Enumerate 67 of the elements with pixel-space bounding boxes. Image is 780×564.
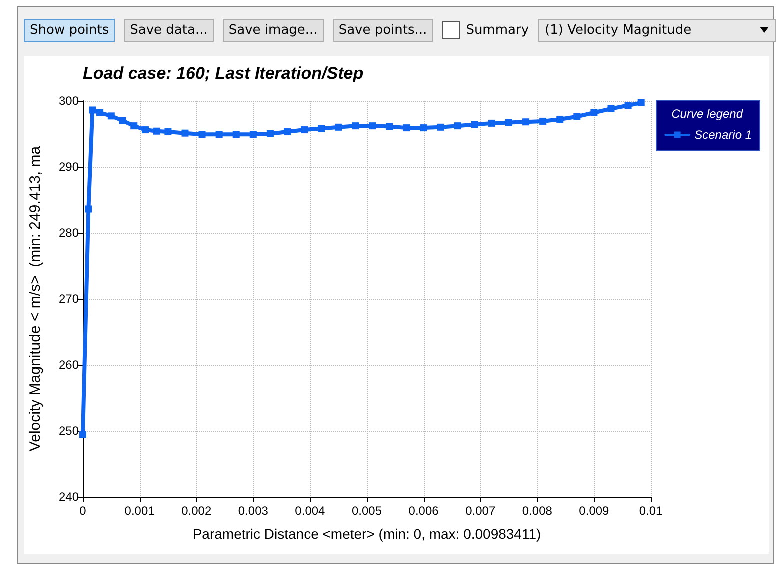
point bbox=[335, 124, 342, 131]
y-tick-label: 280 bbox=[58, 226, 80, 240]
point bbox=[420, 124, 428, 132]
point bbox=[232, 131, 240, 138]
y-axis-title: Velocity Magnitude < m/s> (min: 249.413, ma bbox=[27, 146, 44, 452]
y-tick-label: 260 bbox=[58, 358, 80, 372]
point bbox=[301, 126, 308, 134]
point bbox=[638, 99, 645, 106]
point bbox=[608, 105, 615, 112]
x-tick-label: 0.002 bbox=[182, 504, 212, 518]
point bbox=[540, 118, 547, 125]
x-tick-label: 0.008 bbox=[522, 504, 553, 518]
text: Save points... bbox=[332, 18, 434, 42]
point bbox=[182, 130, 189, 137]
point bbox=[624, 102, 632, 110]
point bbox=[250, 131, 257, 138]
point bbox=[198, 131, 206, 138]
text: Summary bbox=[466, 22, 530, 38]
y-tick-label: 300 bbox=[58, 94, 80, 108]
point bbox=[89, 106, 96, 114]
point bbox=[454, 122, 462, 130]
x-tick-label: 0.004 bbox=[295, 504, 326, 518]
point bbox=[386, 123, 394, 130]
x-tick-label: 0.007 bbox=[466, 504, 496, 518]
legend-label: Scenario 1 bbox=[694, 128, 752, 142]
point bbox=[80, 431, 86, 438]
point bbox=[130, 122, 138, 130]
text: Save image... bbox=[222, 18, 324, 42]
point bbox=[318, 125, 326, 132]
point bbox=[266, 130, 274, 138]
point bbox=[506, 119, 512, 126]
x-tick-label: 0.01 bbox=[639, 504, 663, 518]
legend-title: Curve legend bbox=[672, 107, 744, 121]
point bbox=[216, 131, 223, 138]
text: (1) Velocity Magnitude bbox=[545, 22, 692, 38]
point bbox=[85, 206, 92, 213]
point bbox=[142, 126, 149, 134]
y-tick-label: 270 bbox=[58, 292, 80, 306]
point bbox=[488, 120, 496, 127]
x-axis-title: Parametric Distance <meter> (min: 0, max: 0.00983411) bbox=[192, 526, 542, 542]
x-tick-label: 0.005 bbox=[352, 504, 382, 518]
point bbox=[369, 122, 376, 130]
point bbox=[556, 116, 564, 123]
x-tick-label: 0.006 bbox=[408, 504, 440, 518]
x-tick-label: 0.001 bbox=[124, 504, 156, 518]
point bbox=[403, 124, 410, 132]
point bbox=[574, 113, 581, 120]
point bbox=[352, 122, 360, 130]
point bbox=[153, 128, 160, 135]
x-tick-label: 0.003 bbox=[238, 504, 269, 518]
point bbox=[590, 109, 598, 116]
point bbox=[284, 128, 291, 136]
chart-title: Load case: 160; Last Iteration/Step bbox=[83, 64, 364, 83]
x-tick-label: 0.009 bbox=[579, 504, 610, 518]
point bbox=[522, 118, 530, 126]
y-tick-label: 240 bbox=[58, 490, 80, 504]
text: Save data... bbox=[124, 18, 214, 42]
point bbox=[119, 117, 126, 124]
point bbox=[471, 121, 478, 128]
x-tick-label: 0 bbox=[80, 504, 87, 518]
point bbox=[108, 112, 115, 120]
point bbox=[164, 128, 172, 136]
text: Show points bbox=[24, 18, 116, 42]
y-tick-label: 250 bbox=[58, 424, 80, 438]
point bbox=[96, 109, 104, 116]
point bbox=[437, 124, 444, 131]
y-tick-label: 290 bbox=[58, 160, 80, 174]
